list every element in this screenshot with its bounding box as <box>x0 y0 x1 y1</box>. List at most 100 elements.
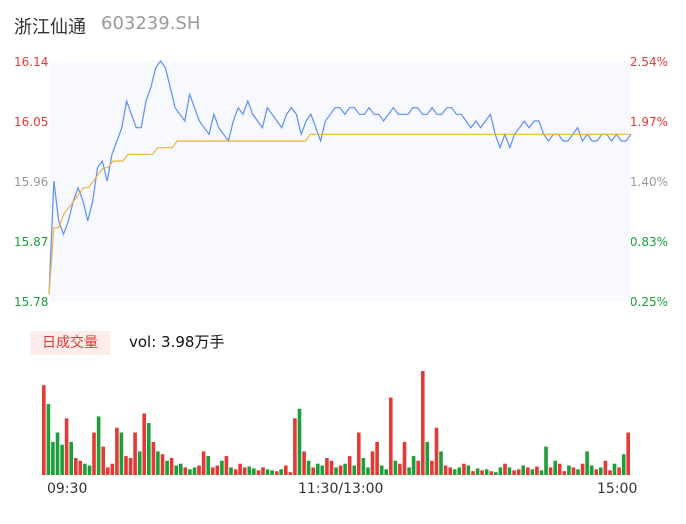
volume-bar <box>137 451 142 475</box>
volume-bar <box>379 465 384 475</box>
volume-bar <box>128 458 133 475</box>
y-label-left-1: 16.05 <box>14 115 49 129</box>
volume-bar <box>361 458 366 475</box>
y-label-right-1: 1.97% <box>629 115 668 129</box>
volume-bar <box>147 423 151 475</box>
volume-bar <box>626 432 630 475</box>
volume-bar <box>233 469 238 475</box>
y-label-left-4: 15.78 <box>14 295 49 309</box>
volume-bar <box>516 469 521 475</box>
x-label-midday: 11:30/13:00 <box>298 481 384 497</box>
volume-bar <box>151 441 156 475</box>
volume-bar <box>567 465 571 475</box>
volume-bar <box>548 467 553 475</box>
volume-bar <box>612 463 617 475</box>
volume-bar <box>206 456 210 475</box>
volume-bar <box>142 413 146 475</box>
volume-bar <box>274 471 279 475</box>
volume-bar <box>603 460 608 475</box>
volume-bar <box>416 460 420 475</box>
volume-bar <box>389 397 393 475</box>
volume-bar <box>279 469 283 475</box>
volume-bar <box>475 468 480 475</box>
volume-bar <box>265 469 270 475</box>
volume-bar <box>452 469 457 475</box>
y-label-left-2: 15.96 <box>14 175 49 189</box>
volume-bar <box>402 441 407 475</box>
volume-bar <box>179 463 183 475</box>
volume-tab[interactable]: 日成交量 <box>30 331 110 355</box>
volume-bar <box>55 432 60 475</box>
volume-bar <box>242 467 247 475</box>
volume-bar <box>110 463 115 475</box>
volume-bar <box>507 467 512 475</box>
volume-bar <box>494 472 498 475</box>
volume-bar <box>384 469 388 475</box>
volume-bar <box>443 465 448 475</box>
price-line <box>48 59 632 295</box>
volume-bar <box>165 460 169 475</box>
volume-bar <box>215 465 220 475</box>
volume-bar <box>608 470 612 475</box>
volume-bar <box>238 463 242 475</box>
volume-bar <box>256 470 261 475</box>
volume-bar <box>92 432 96 475</box>
y-label-right-2: 1.40% <box>629 175 668 189</box>
volume-bar <box>297 408 302 475</box>
volume-bar <box>357 432 361 475</box>
volume-bar <box>46 404 51 475</box>
volume-bar <box>192 467 197 475</box>
volume-bar <box>284 465 288 475</box>
volume-bar <box>539 470 544 475</box>
volume-bar <box>124 456 128 475</box>
volume-bar <box>480 470 484 475</box>
volume-bar <box>457 467 462 475</box>
volume-bar <box>370 451 375 475</box>
volume-bar <box>210 467 215 475</box>
volume-bar <box>530 469 535 475</box>
volume-bar <box>585 451 589 475</box>
volume-bar <box>398 463 402 475</box>
price-panel-background <box>49 61 631 302</box>
stock-name: 浙江仙通 <box>14 17 86 38</box>
volume-bar <box>553 460 557 475</box>
volume-bar <box>270 470 274 475</box>
volume-bar <box>466 465 471 475</box>
volume-bar <box>484 469 489 475</box>
volume-bar <box>220 460 224 475</box>
volume-bar <box>311 467 315 475</box>
volume-bar <box>334 467 338 475</box>
volume-bar <box>60 444 64 475</box>
volume-bar <box>571 467 576 475</box>
y-label-right-3: 0.83% <box>629 235 668 249</box>
volume-bar <box>329 460 334 475</box>
volume-bar <box>160 454 165 475</box>
volume-bar <box>562 471 567 475</box>
volume-bar <box>156 451 160 475</box>
x-label-close: 15:00 <box>597 481 638 497</box>
volume-bar <box>448 467 452 475</box>
volume-bar <box>69 441 73 475</box>
stock-code: 603239.SH <box>101 13 201 34</box>
volume-bar <box>83 463 87 475</box>
volume-bar <box>366 467 370 475</box>
volume-bar <box>594 469 599 475</box>
volume-bar <box>133 432 137 475</box>
volume-bar <box>430 460 434 475</box>
volume-bar <box>252 468 256 475</box>
volume-bar <box>544 446 548 475</box>
volume-bar <box>347 456 352 475</box>
volume-bar <box>51 441 55 475</box>
volume-bar <box>489 471 494 475</box>
volume-bar <box>302 451 306 475</box>
volume-bar <box>288 472 293 475</box>
volume-bar <box>229 467 233 475</box>
volume-bar <box>169 458 174 475</box>
volume-bar <box>343 463 347 475</box>
volume-bar <box>183 467 188 475</box>
volume-bar <box>201 451 206 475</box>
y-label-left-3: 15.87 <box>14 235 49 249</box>
volume-bar <box>503 463 507 475</box>
volume-bar <box>197 465 201 475</box>
